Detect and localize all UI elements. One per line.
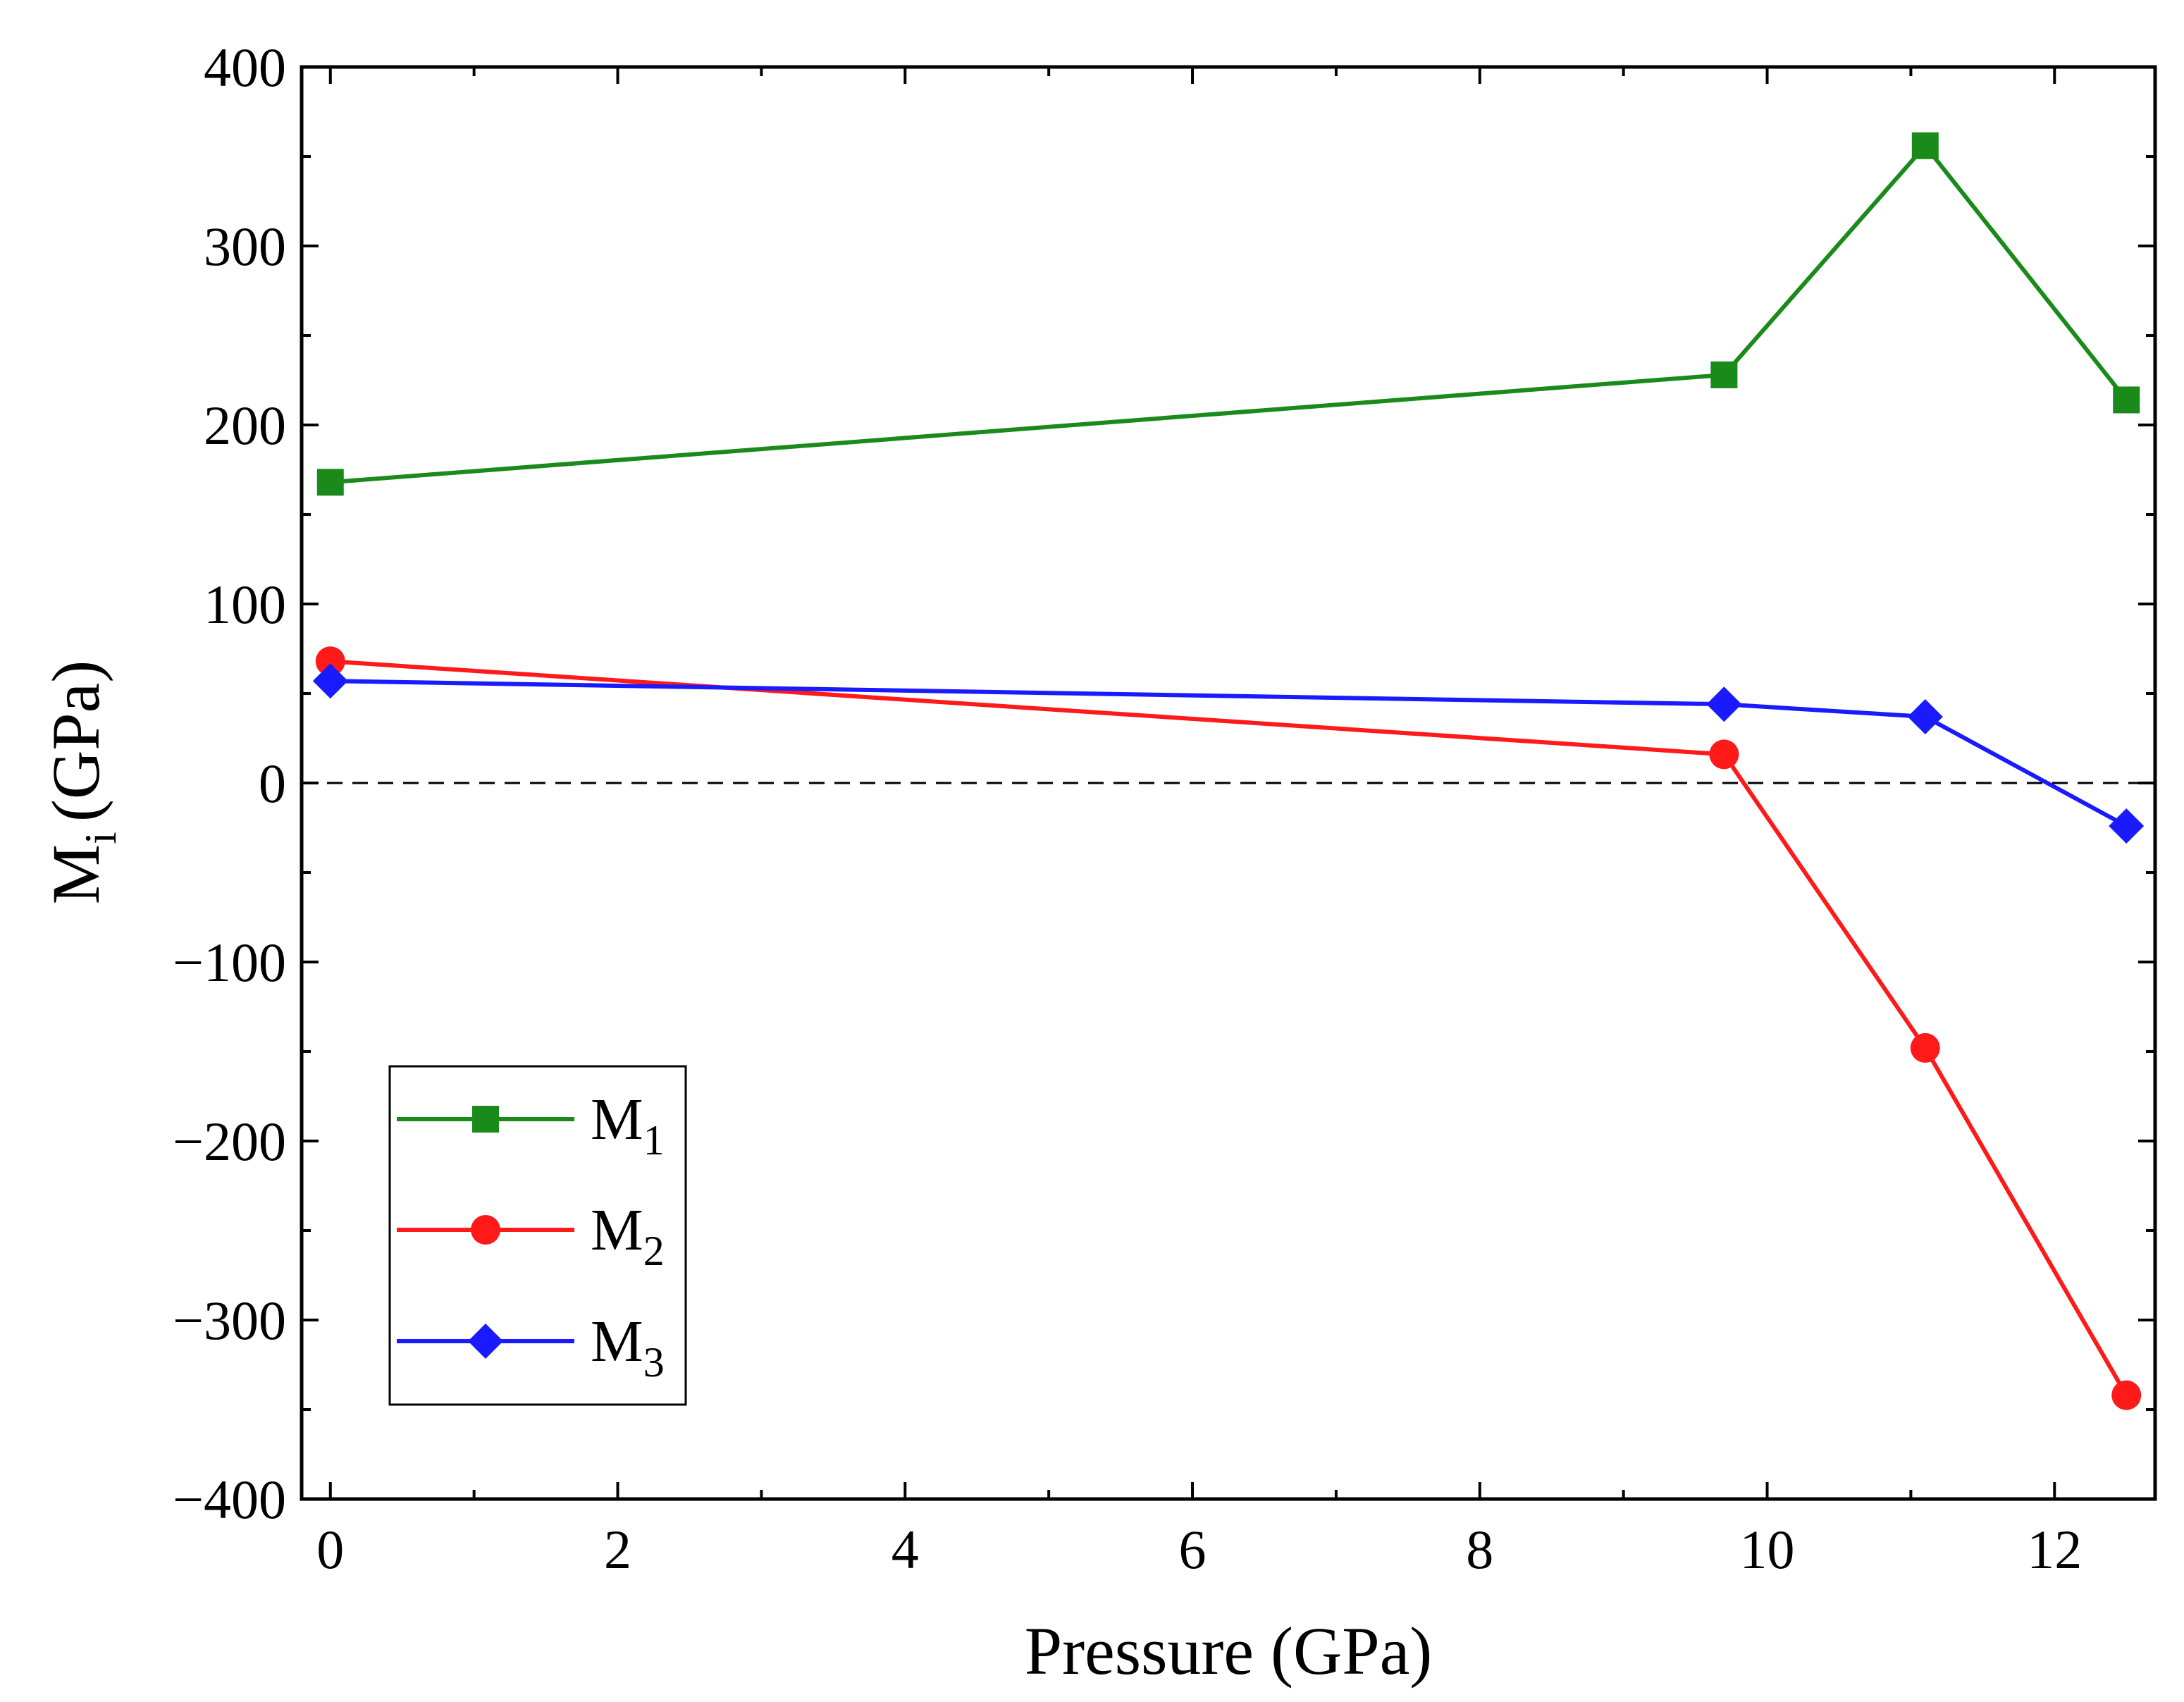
y-tick-label: 200 — [204, 395, 286, 456]
x-tick-label: 10 — [1740, 1519, 1795, 1580]
series-line-m2 — [330, 659, 2128, 1397]
y-tick-label: 400 — [204, 37, 286, 98]
legend-label-sub: 2 — [643, 1228, 665, 1274]
y-tick-label: −200 — [173, 1111, 286, 1172]
series-line-m3 — [330, 679, 2128, 828]
point-m1 — [1710, 361, 1738, 388]
legend-label-main: M — [591, 1309, 643, 1374]
y-tick-label: −100 — [173, 932, 286, 993]
legend-marker-m2 — [471, 1215, 500, 1245]
y-tick-label: −400 — [173, 1469, 286, 1530]
point-m3 — [1907, 699, 1943, 735]
series-line-m1 — [330, 143, 2128, 485]
point-m3 — [1706, 686, 1742, 722]
x-tick-label: 4 — [892, 1519, 919, 1580]
y-tick-label: 300 — [204, 216, 286, 277]
y-axis-title-unit: (GPa) — [38, 660, 113, 822]
x-tick-label: 12 — [2027, 1519, 2082, 1580]
legend-box — [388, 1065, 687, 1406]
legend-marker-m3 — [468, 1324, 503, 1359]
legend-label-m3: M3 — [591, 1309, 665, 1386]
y-tick-label: −300 — [173, 1290, 286, 1351]
point-m2 — [1910, 1032, 1940, 1063]
legend-label-sub: 3 — [643, 1339, 665, 1386]
x-tick-label: 2 — [604, 1519, 631, 1580]
point-m1 — [2113, 386, 2140, 414]
legend-label-main: M — [591, 1087, 643, 1152]
series-lines — [330, 143, 2128, 1397]
y-tick-label: 0 — [259, 753, 286, 814]
point-m2 — [315, 646, 345, 677]
point-m1 — [1911, 132, 1939, 159]
y-axis-title-main: M — [38, 844, 113, 904]
y-tick-label: 100 — [204, 574, 286, 635]
axis-ticks — [302, 66, 2155, 1500]
x-axis-title: Pressure (GPa) — [1025, 1613, 1433, 1689]
y-axis-title: Mi (GPa) — [38, 660, 125, 904]
legend-label-m2: M2 — [591, 1197, 665, 1274]
point-m3 — [2109, 808, 2145, 844]
x-tick-label: 8 — [1466, 1519, 1493, 1580]
legend-label-main: M — [591, 1197, 643, 1263]
x-tick-label: 6 — [1179, 1519, 1207, 1580]
series-markers — [312, 132, 2145, 1410]
x-tick-label: 0 — [316, 1519, 344, 1580]
point-m3 — [312, 663, 348, 699]
legend-label-sub: 1 — [643, 1117, 665, 1164]
point-m2 — [1709, 739, 1739, 770]
point-m1 — [316, 469, 344, 496]
y-axis-title-sub: i — [75, 832, 125, 844]
point-m2 — [2111, 1380, 2142, 1410]
legend-marker-m1 — [472, 1106, 499, 1133]
legend-label-m1: M1 — [591, 1087, 665, 1164]
